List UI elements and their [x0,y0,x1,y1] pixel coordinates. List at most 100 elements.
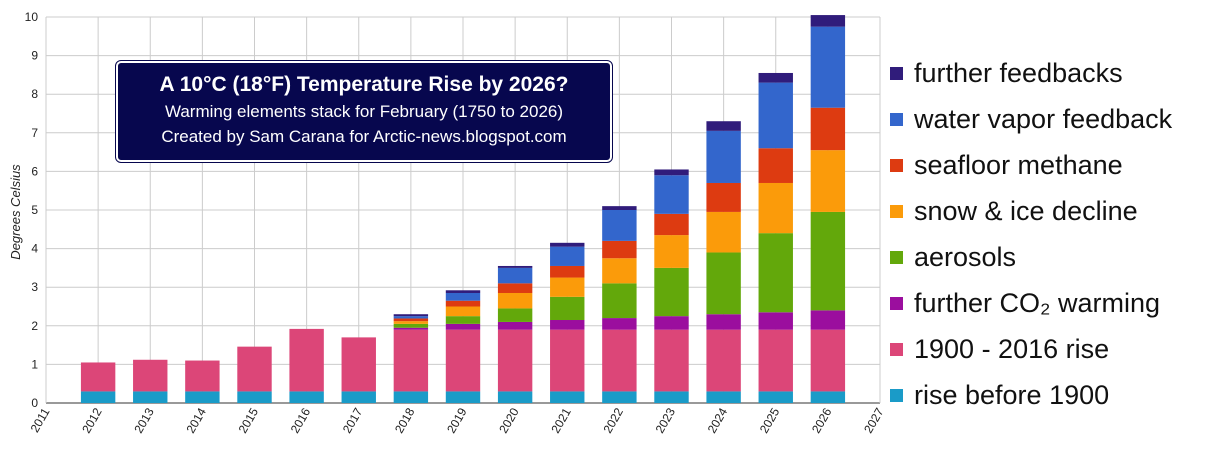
bar-segment [550,329,585,392]
bar-segment [185,360,220,392]
legend-swatch [890,158,903,172]
bar-segment [602,329,637,392]
bar-segment [654,213,689,236]
chart-title-box: A 10°C (18°F) Temperature Rise by 2026? … [115,60,613,163]
bar-segment [341,337,376,392]
bar-segment [810,329,846,392]
legend-swatch [890,342,903,356]
bar-segment [497,283,533,293]
bar-segment [654,235,689,268]
bar-segment [654,329,689,392]
legend-item: further feedbacks [890,50,1202,96]
bar-segment [133,391,168,403]
bar-segment [497,329,533,392]
x-tick-label: 2019 [444,405,470,435]
x-tick-label: 2017 [340,405,366,435]
bar-segment [185,391,220,403]
x-tick-label: 2027 [861,405,887,435]
bar-segment [706,211,741,253]
legend-swatch [890,250,903,264]
legend: further feedbacks water vapor feedback sea… [890,50,1202,418]
bar-segment [289,391,324,403]
legend-item: water vapor feedback [890,96,1202,142]
bar-segment [445,316,481,324]
bar-segment [80,362,116,392]
y-tick-label: 10 [25,10,39,24]
legend-swatch [890,112,903,126]
bar-segment [497,321,533,330]
x-tick-label: 2024 [705,405,731,435]
bar-segment [393,327,429,330]
bar-segment [497,267,533,284]
bar-segment [80,391,116,403]
y-axis-label: Degrees Celsius [8,164,23,260]
bar-segment [706,130,741,183]
x-tick-label: 2012 [79,405,105,435]
y-tick-label: 2 [31,319,38,333]
x-tick-label: 2016 [288,405,314,435]
x-tick-label: 2023 [653,405,679,435]
bar-segment [393,329,429,392]
bar-segment [706,252,741,315]
bar-segment [654,267,689,317]
y-tick-label: 9 [31,49,38,63]
y-tick-label: 4 [31,242,38,256]
x-tick-label: 2018 [392,405,418,435]
x-tick-label: 2025 [757,405,783,435]
x-tick-label: 2022 [600,405,626,435]
bar-segment [758,391,793,403]
bar-segment [758,72,793,83]
bar-segment [550,296,585,321]
bar-segment [445,300,481,307]
legend-item: aerosols [890,234,1202,280]
chart-title: A 10°C (18°F) Temperature Rise by 2026? [159,73,569,96]
bar-segment [810,310,846,330]
legend-swatch [890,66,903,80]
bar-segment [550,391,585,403]
y-tick-label: 6 [31,164,38,178]
bar-segment [497,265,533,268]
bar-segment [810,211,846,311]
legend-label: rise before 1900 [914,379,1110,410]
bar-segment [758,312,793,330]
bar-segment [810,391,846,403]
bar-segment [654,175,689,214]
y-tick-label: 5 [31,203,38,217]
bar-segment [445,292,481,301]
bar-segment [602,391,637,403]
x-tick-label: 2021 [548,405,574,435]
bar-segment [602,210,637,241]
legend-label: water vapor feedback [914,103,1173,134]
bar-segment [393,391,429,403]
x-tick-label: 2020 [496,405,522,435]
legend-item: rise before 1900 [890,372,1202,418]
bar-segment [810,15,846,27]
legend-label: snow & ice decline [914,195,1138,226]
bar-segment [393,314,429,317]
legend-item: 1900 - 2016 rise [890,326,1202,372]
bar-segment [445,290,481,293]
bar-segment [393,323,429,328]
bar-segment [706,329,741,392]
legend-label: further feedbacks [914,57,1123,88]
legend-label: further CO₂ warming [914,287,1161,318]
bar-segment [445,306,481,317]
legend-item: snow & ice decline [890,188,1202,234]
bar-segment [237,391,272,403]
y-tick-label: 8 [31,87,38,101]
bar-segment [602,283,637,319]
bar-segment [810,26,846,108]
chart-subtitle-line-1: Warming elements stack for February (175… [164,102,564,121]
bar-segment [758,148,793,183]
bar-segment [758,329,793,392]
bar-segment [237,346,272,392]
bar-segment [550,320,585,330]
x-tick-label: 2013 [131,405,157,435]
chart-subtitle-line-2: Created by Sam Carana for Arctic-news.bl… [161,127,567,146]
legend-label: seafloor methane [914,149,1123,180]
legend-item: further CO₂ warming [890,280,1202,326]
legend-swatch [890,204,903,218]
bar-segment [550,242,585,247]
bar-segment [602,240,637,259]
bar-segment [602,318,637,330]
